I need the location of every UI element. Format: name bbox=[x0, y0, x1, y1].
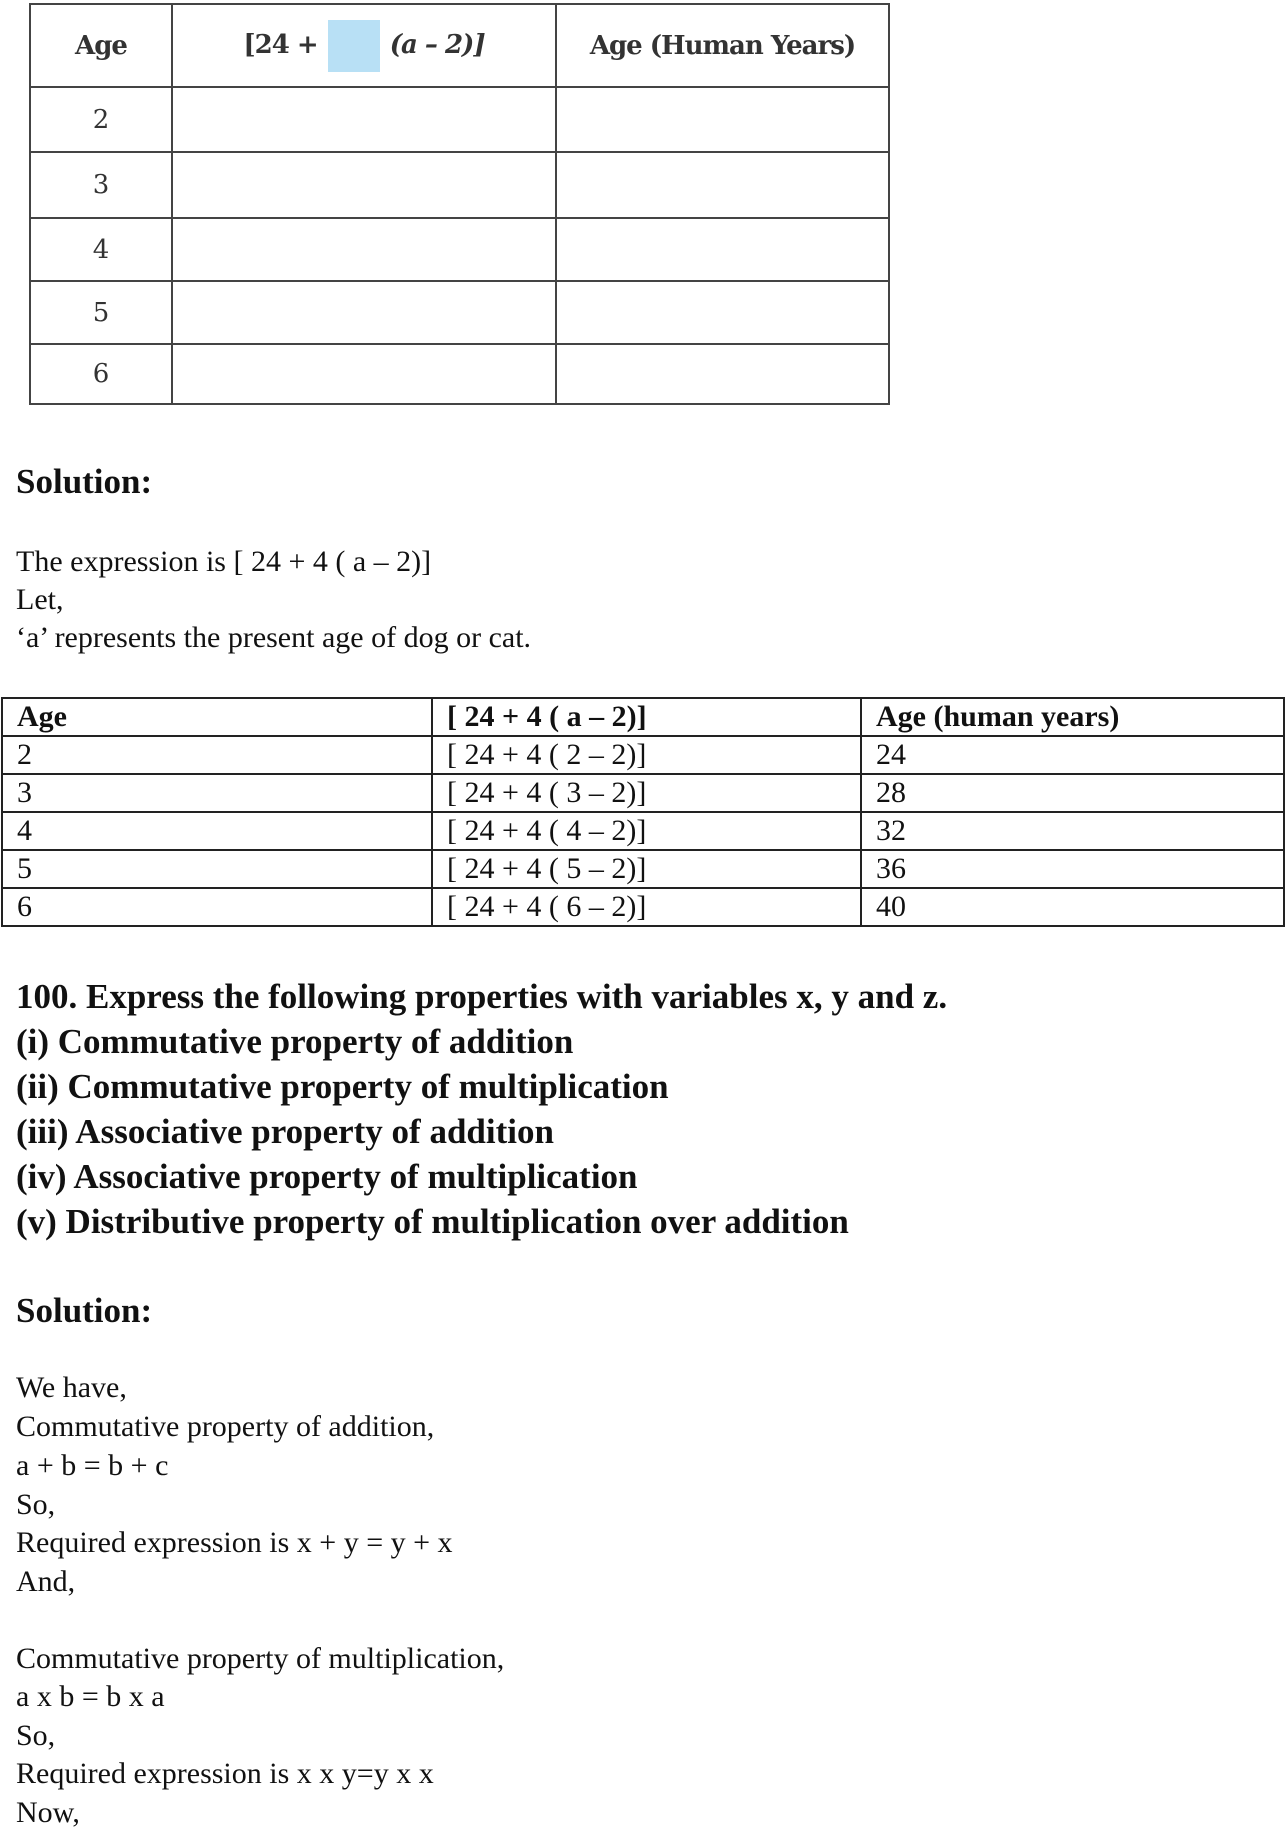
human-years-cell: 36 bbox=[860, 849, 1285, 889]
header-expression: [24 + (a – 2)] bbox=[171, 3, 557, 88]
age-cell: 5 bbox=[29, 280, 173, 345]
empty-cell bbox=[555, 217, 890, 282]
empty-cell bbox=[555, 280, 890, 345]
empty-cell bbox=[171, 217, 557, 282]
table-row: 4 bbox=[29, 217, 890, 282]
question-item: (ii) Commutative property of multiplicat… bbox=[16, 1067, 669, 1106]
question-item: (i) Commutative property of addition bbox=[16, 1022, 574, 1061]
text-line: Required expression is x x y=y x x bbox=[16, 1757, 434, 1790]
exercise-table: Age [24 + (a – 2)] Age (Human Years) 2 3 … bbox=[29, 3, 890, 405]
empty-cell bbox=[171, 343, 557, 405]
table-row: 3 bbox=[29, 151, 890, 219]
text-line: Commutative property of addition, bbox=[16, 1410, 435, 1443]
table-row: 6 bbox=[29, 343, 890, 405]
age-cell: 2 bbox=[29, 86, 173, 153]
age-cell: 6 bbox=[29, 343, 173, 405]
expression-part: (a – 2)] bbox=[389, 29, 486, 60]
question-item: (iii) Associative property of addition bbox=[16, 1112, 554, 1151]
expression-cell: [ 24 + 4 ( 5 – 2)] bbox=[431, 849, 862, 889]
text-line: So, bbox=[16, 1488, 56, 1521]
table-row: 2 bbox=[29, 86, 890, 153]
age-cell: 6 bbox=[1, 887, 433, 927]
header-age: Age bbox=[29, 3, 173, 88]
text-line: a + b = b + c bbox=[16, 1449, 169, 1482]
empty-cell bbox=[171, 86, 557, 153]
expression-cell: [ 24 + 4 ( 3 – 2)] bbox=[431, 773, 862, 813]
table-row: 5[ 24 + 4 ( 5 – 2)] 36 bbox=[1, 849, 1285, 889]
text-line: Let, bbox=[16, 583, 64, 616]
expression-cell: [ 24 + 4 ( 6 – 2)] bbox=[431, 887, 862, 927]
empty-cell bbox=[171, 280, 557, 345]
age-cell: 3 bbox=[29, 151, 173, 219]
text-line: a x b = b x a bbox=[16, 1680, 165, 1713]
question-title: 100. Express the following properties wi… bbox=[16, 977, 948, 1016]
expression-cell: [ 24 + 4 ( 4 – 2)] bbox=[431, 811, 862, 851]
text-line: Commutative property of multiplication, bbox=[16, 1642, 505, 1675]
text-line: And, bbox=[16, 1565, 76, 1598]
age-cell: 4 bbox=[29, 217, 173, 282]
empty-cell bbox=[555, 343, 890, 405]
text-line: Now, bbox=[16, 1796, 80, 1829]
empty-cell bbox=[171, 151, 557, 219]
empty-cell bbox=[555, 86, 890, 153]
text-line: So, bbox=[16, 1719, 56, 1752]
header-age: Age bbox=[1, 697, 433, 737]
expression-part: [24 + bbox=[243, 29, 318, 60]
table-header-row: Age [ 24 + 4 ( a – 2)] Age (human years) bbox=[1, 697, 1285, 737]
question-item: (v) Distributive property of multiplicat… bbox=[16, 1202, 849, 1241]
human-years-cell: 24 bbox=[860, 735, 1285, 775]
age-cell: 4 bbox=[1, 811, 433, 851]
table-row: 5 bbox=[29, 280, 890, 345]
age-cell: 3 bbox=[1, 773, 433, 813]
human-years-cell: 32 bbox=[860, 811, 1285, 851]
text-line: Required expression is x + y = y + x bbox=[16, 1526, 453, 1559]
table-row: 6[ 24 + 4 ( 6 – 2)] 40 bbox=[1, 887, 1285, 927]
human-years-cell: 28 bbox=[860, 773, 1285, 813]
blank-box bbox=[327, 19, 380, 72]
answer-table: Age [ 24 + 4 ( a – 2)] Age (human years)… bbox=[1, 697, 1285, 927]
solution-heading: Solution: bbox=[16, 462, 153, 501]
solution-heading: Solution: bbox=[16, 1291, 153, 1330]
header-human-years: Age (human years) bbox=[860, 697, 1285, 737]
age-cell: 2 bbox=[1, 735, 433, 775]
table-header-row: Age [24 + (a – 2)] Age (Human Years) bbox=[29, 3, 890, 88]
age-cell: 5 bbox=[1, 849, 433, 889]
empty-cell bbox=[555, 151, 890, 219]
text-line: ‘a’ represents the present age of dog or… bbox=[16, 621, 532, 654]
text-line: The expression is [ 24 + 4 ( a – 2)] bbox=[16, 545, 432, 578]
question-item: (iv) Associative property of multiplicat… bbox=[16, 1157, 638, 1196]
header-human-years: Age (Human Years) bbox=[555, 3, 890, 88]
expression-cell: [ 24 + 4 ( 2 – 2)] bbox=[431, 735, 862, 775]
table-row: 4[ 24 + 4 ( 4 – 2)] 32 bbox=[1, 811, 1285, 851]
text-line: We have, bbox=[16, 1371, 127, 1404]
table-row: 2[ 24 + 4 ( 2 – 2)] 24 bbox=[1, 735, 1285, 775]
header-expression: [ 24 + 4 ( a – 2)] bbox=[431, 697, 862, 737]
human-years-cell: 40 bbox=[860, 887, 1285, 927]
table-row: 3[ 24 + 4 ( 3 – 2)] 28 bbox=[1, 773, 1285, 813]
